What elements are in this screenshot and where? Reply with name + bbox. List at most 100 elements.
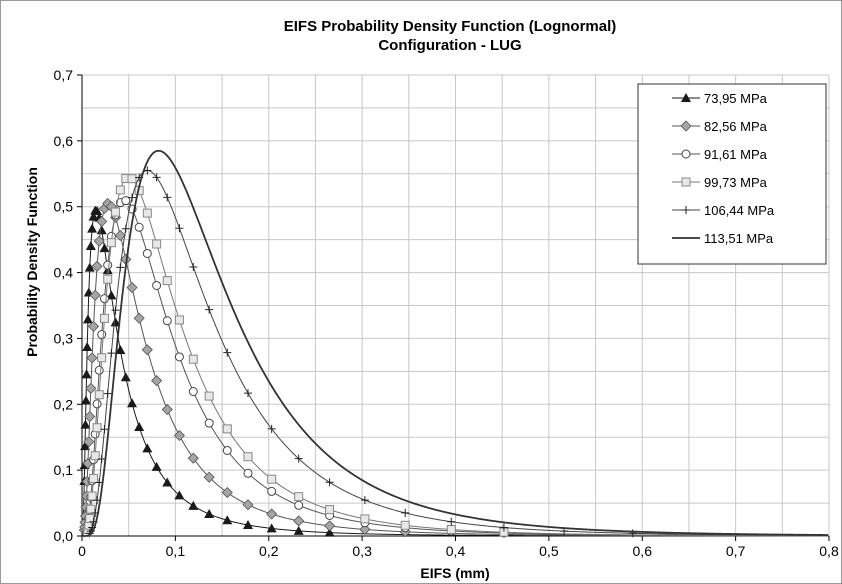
series-point-plus	[189, 262, 198, 271]
series-point-square	[87, 491, 97, 501]
series-point-plus	[682, 206, 690, 214]
series-point-triangle	[174, 490, 185, 500]
series-point-circle	[204, 418, 214, 428]
x-tick-label: 0,2	[259, 543, 279, 559]
legend-label: 91,61 MPa	[704, 147, 768, 162]
series-point-square	[162, 276, 172, 286]
series-point-diamond	[359, 523, 371, 535]
series-point-circle	[134, 222, 144, 232]
series-point-diamond	[89, 289, 101, 301]
x-tick-label: 0	[78, 543, 86, 559]
series-point-triangle	[96, 225, 107, 235]
series-point-plus	[111, 306, 120, 315]
series-point-diamond	[85, 382, 97, 394]
series-point-plus	[121, 224, 130, 233]
series-point-circle	[174, 352, 184, 362]
series-point-square	[115, 185, 125, 195]
series-point-diamond	[126, 281, 138, 294]
series-point-diamond	[187, 452, 199, 464]
series-point-square	[400, 520, 410, 530]
series-line	[82, 169, 829, 537]
series-point-square	[681, 177, 691, 187]
series-point-diamond	[133, 312, 145, 324]
series-point-square	[97, 353, 107, 363]
series-point-plus	[175, 224, 184, 233]
series-point-circle	[222, 445, 232, 455]
series-point-diamond	[114, 229, 126, 242]
series-point-plus	[152, 173, 161, 182]
series-point-plus	[97, 454, 106, 463]
legend-entry: 82,56 MPa	[672, 119, 768, 134]
series-point-diamond	[84, 411, 96, 423]
series-point-plus	[294, 454, 303, 463]
series-point-square	[94, 390, 104, 400]
series-point-plus	[325, 478, 334, 487]
grid	[82, 74, 830, 536]
series-point-circle	[152, 280, 162, 290]
series-point-plus	[163, 193, 172, 202]
series-point-plus	[447, 517, 456, 526]
series-point-square	[106, 238, 116, 248]
series-point-triangle	[85, 240, 96, 250]
series-point-triangle	[115, 345, 126, 355]
series-point-diamond	[96, 215, 108, 228]
series-6	[82, 149, 829, 537]
y-tick-label: 0,3	[54, 330, 74, 346]
series-point-diamond	[151, 375, 163, 387]
series-point-triangle	[80, 395, 91, 405]
y-axis-label: Probability Density Function	[24, 167, 40, 357]
series-point-circle	[94, 365, 104, 375]
series-point-circle	[188, 387, 198, 397]
series-point-triangle	[81, 369, 92, 379]
legend: 73,95 MPa 82,56 MPa 91,61 MPa 99,73 MPa 106,…	[637, 83, 827, 265]
series-point-square	[127, 174, 137, 184]
series-point-diamond	[203, 471, 215, 483]
series-point-triangle	[80, 419, 91, 429]
series-point-square	[204, 391, 214, 401]
series-point-triangle	[120, 372, 131, 382]
series-point-diamond	[93, 235, 105, 247]
series-point-diamond	[293, 515, 305, 527]
x-tick-label: 0,3	[352, 543, 372, 559]
series-point-diamond	[87, 320, 100, 332]
series-point-plus	[267, 424, 276, 433]
series-point-triangle	[162, 477, 173, 487]
series-point-triangle	[266, 523, 277, 533]
series-point-plus	[100, 425, 109, 434]
series-point-triangle	[82, 342, 93, 352]
x-tick-label: 0,8	[819, 543, 839, 559]
series-point-square	[103, 274, 113, 284]
series-point-triangle	[127, 398, 138, 408]
legend-label: 73,95 MPa	[704, 91, 768, 106]
x-tick-label: 0,7	[726, 543, 746, 559]
series-point-diamond	[221, 487, 233, 499]
series-point-circle	[243, 468, 253, 478]
series-point-plus	[205, 305, 214, 314]
series-point-triangle	[293, 525, 304, 535]
y-tick-label: 0,2	[54, 396, 74, 412]
legend-label: 99,73 MPa	[704, 175, 768, 190]
series-point-square	[188, 354, 198, 364]
series-point-plus	[223, 348, 232, 357]
series-point-square	[446, 525, 456, 535]
legend-label: 106,44 MPa	[704, 203, 775, 218]
series-point-triangle	[99, 243, 110, 253]
series-point-triangle	[142, 443, 153, 453]
series-point-diamond	[266, 508, 278, 520]
y-tick-label: 0,4	[54, 265, 74, 281]
chart-subtitle: Configuration - LUG	[378, 37, 521, 54]
series-point-square	[89, 473, 99, 483]
chart-title: EIFS Probability Density Function (Logno…	[284, 18, 617, 35]
series-point-square	[111, 207, 121, 217]
x-tick-label: 0,5	[539, 543, 559, 559]
series-point-diamond	[173, 429, 185, 442]
series-point-plus	[116, 263, 125, 272]
series-point-plus	[244, 389, 253, 398]
y-tick-label: 0,7	[54, 67, 74, 83]
series-point-diamond	[680, 120, 692, 132]
series-point-triangle	[134, 422, 145, 432]
x-tick-label: 0,6	[633, 543, 653, 559]
legend-entry: 73,95 MPa	[672, 91, 768, 106]
y-tick-label: 0,0	[54, 528, 74, 544]
